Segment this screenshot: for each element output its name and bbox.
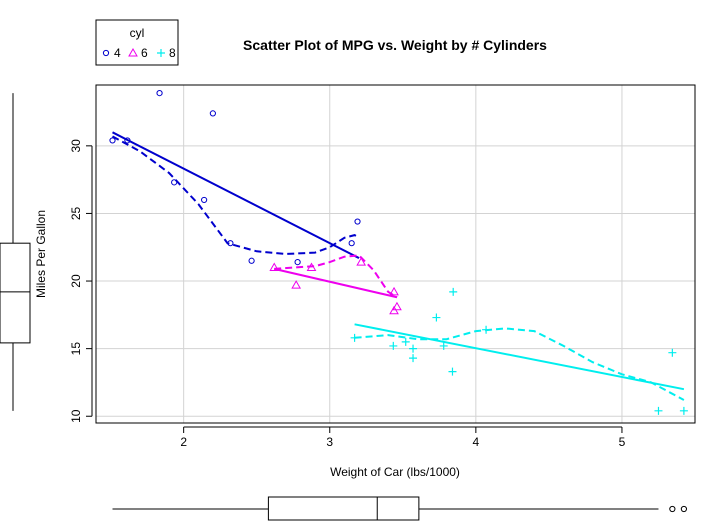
legend-marker-cyl-4 <box>102 49 110 57</box>
point-cyl-8 <box>668 348 677 357</box>
legend-label-cyl-4: 4 <box>114 46 121 60</box>
x-tick-label: 2 <box>180 435 187 449</box>
y-tick-label: 15 <box>69 342 83 356</box>
point-cyl-6 <box>392 301 402 311</box>
x-boxplot-outlier <box>669 505 676 513</box>
legend-title: cyl <box>130 26 145 40</box>
point-cyl-8 <box>409 354 418 363</box>
legend-label-cyl-6: 6 <box>141 46 148 60</box>
point-cyl-4 <box>209 110 216 117</box>
point-cyl-4 <box>201 196 208 204</box>
point-cyl-8 <box>350 333 359 342</box>
y-axis-label: Miles Per Gallon <box>34 210 48 298</box>
chart-title: Scatter Plot of MPG vs. Weight by # Cyli… <box>243 37 547 53</box>
point-cyl-4 <box>227 240 234 247</box>
point-cyl-4 <box>156 90 163 97</box>
legend-marker-cyl-6 <box>128 47 138 57</box>
fit-line-cyl-8 <box>354 323 685 391</box>
point-cyl-6 <box>306 262 317 272</box>
point-cyl-8 <box>432 313 441 322</box>
point-cyl-8 <box>409 344 418 353</box>
x-axis-label: Weight of Car (lbs/1000) <box>330 465 460 479</box>
plot-frame <box>95 84 696 424</box>
point-cyl-8 <box>389 341 398 350</box>
legend-marker-cyl-8 <box>157 49 165 57</box>
smooth-line-cyl-4 <box>112 135 360 256</box>
axes: 2 3 4 5 10 15 20 25 30 <box>69 139 626 449</box>
smooth-line-cyl-8 <box>354 327 685 401</box>
fit-line-cyl-4 <box>112 131 360 259</box>
x-boxplot-box <box>267 496 420 521</box>
y-tick-label: 20 <box>69 274 83 288</box>
point-cyl-4 <box>294 259 301 266</box>
point-cyl-6 <box>389 286 399 296</box>
point-cyl-4 <box>124 137 131 144</box>
point-cyl-6 <box>356 257 367 266</box>
data-points <box>109 90 688 415</box>
point-cyl-8 <box>654 406 663 415</box>
x-tick-label: 4 <box>473 435 480 449</box>
y-boxplot-box <box>0 242 31 344</box>
point-cyl-4 <box>348 240 355 247</box>
point-cyl-6 <box>291 280 302 289</box>
fit-line-cyl-6 <box>274 267 398 299</box>
point-cyl-8 <box>482 325 491 334</box>
point-cyl-4 <box>248 257 255 264</box>
x-boxplot-outlier <box>680 505 687 513</box>
smooth-line-cyl-6 <box>274 254 398 299</box>
marginal-boxplots <box>0 93 687 521</box>
point-cyl-8 <box>401 337 410 346</box>
y-tick-label: 10 <box>69 409 83 423</box>
point-cyl-6 <box>269 262 280 272</box>
point-cyl-4 <box>354 218 361 225</box>
y-tick-label: 30 <box>69 139 83 153</box>
point-cyl-4 <box>109 137 116 144</box>
y-tick-label: 25 <box>69 206 83 220</box>
point-cyl-8 <box>679 406 688 415</box>
x-tick-label: 5 <box>619 435 626 449</box>
legend: cyl 4 6 8 <box>95 19 179 66</box>
point-cyl-8 <box>448 367 457 376</box>
legend-label-cyl-8: 8 <box>169 46 176 60</box>
grid-lines <box>96 85 695 423</box>
legend-box <box>95 19 179 66</box>
point-cyl-6 <box>389 305 399 315</box>
point-cyl-8 <box>439 341 448 350</box>
x-tick-label: 3 <box>326 435 333 449</box>
point-cyl-4 <box>171 179 178 186</box>
point-cyl-8 <box>449 287 458 296</box>
fit-lines <box>112 131 685 401</box>
